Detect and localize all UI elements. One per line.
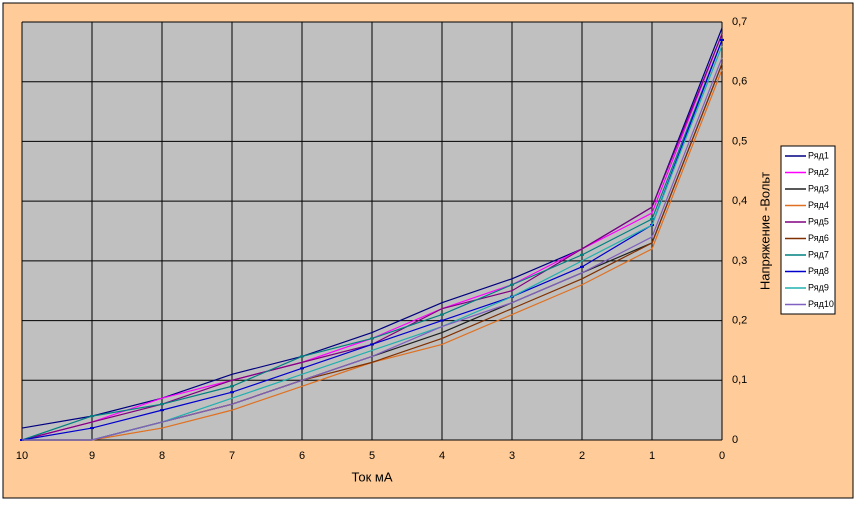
point-marker — [580, 265, 584, 268]
legend-label: Ряд6 — [808, 233, 829, 243]
x-tick-label: 2 — [579, 450, 585, 462]
legend-label: Ряд9 — [808, 282, 829, 292]
point-marker — [440, 319, 444, 322]
y-tick-label: 0,6 — [732, 76, 747, 88]
x-tick-label: 1 — [649, 450, 655, 462]
point-marker — [510, 283, 514, 286]
x-tick-label: 0 — [719, 450, 725, 462]
point-marker — [370, 343, 374, 346]
point-marker — [160, 403, 164, 406]
point-marker — [230, 391, 234, 394]
legend-label: Ряд7 — [808, 249, 829, 259]
point-marker — [90, 415, 94, 418]
y-axis-title: Напряжение -Вольт — [757, 172, 772, 290]
y-tick-label: 0,7 — [732, 16, 747, 28]
legend-label: Ряд3 — [808, 183, 829, 193]
x-tick-label: 4 — [439, 450, 445, 462]
y-tick-label: 0,1 — [732, 374, 747, 386]
point-marker — [440, 313, 444, 316]
y-tick-label: 0,3 — [732, 255, 747, 267]
legend-label: Ряд5 — [808, 216, 829, 226]
x-tick-label: 6 — [299, 450, 305, 462]
y-tick-label: 0,5 — [732, 135, 747, 147]
x-tick-label: 5 — [369, 450, 375, 462]
x-tick-label: 9 — [89, 450, 95, 462]
legend-label: Ряд1 — [808, 150, 829, 160]
series-line — [22, 57, 723, 441]
x-tick-label: 7 — [229, 450, 235, 462]
legend-label: Ряд8 — [808, 266, 829, 276]
point-marker — [230, 385, 234, 388]
x-tick-label: 3 — [509, 450, 515, 462]
y-tick-label: 0,4 — [732, 195, 747, 207]
y-tick-label: 0,2 — [732, 314, 747, 326]
y-tick-label: 0 — [732, 434, 738, 446]
point-marker — [160, 409, 164, 412]
point-marker — [90, 427, 94, 430]
legend-label: Ряд10 — [808, 299, 834, 309]
point-marker — [370, 337, 374, 340]
point-marker — [720, 38, 724, 41]
point-marker — [580, 253, 584, 256]
x-tick-label: 10 — [16, 450, 28, 462]
point-marker — [300, 367, 304, 370]
x-axis-title: Ток мА — [351, 469, 392, 484]
point-marker — [300, 355, 304, 358]
point-marker — [650, 218, 654, 221]
legend — [780, 145, 836, 315]
legend-label: Ряд2 — [808, 167, 829, 177]
x-tick-label: 8 — [159, 450, 165, 462]
legend-label: Ряд4 — [808, 200, 829, 210]
